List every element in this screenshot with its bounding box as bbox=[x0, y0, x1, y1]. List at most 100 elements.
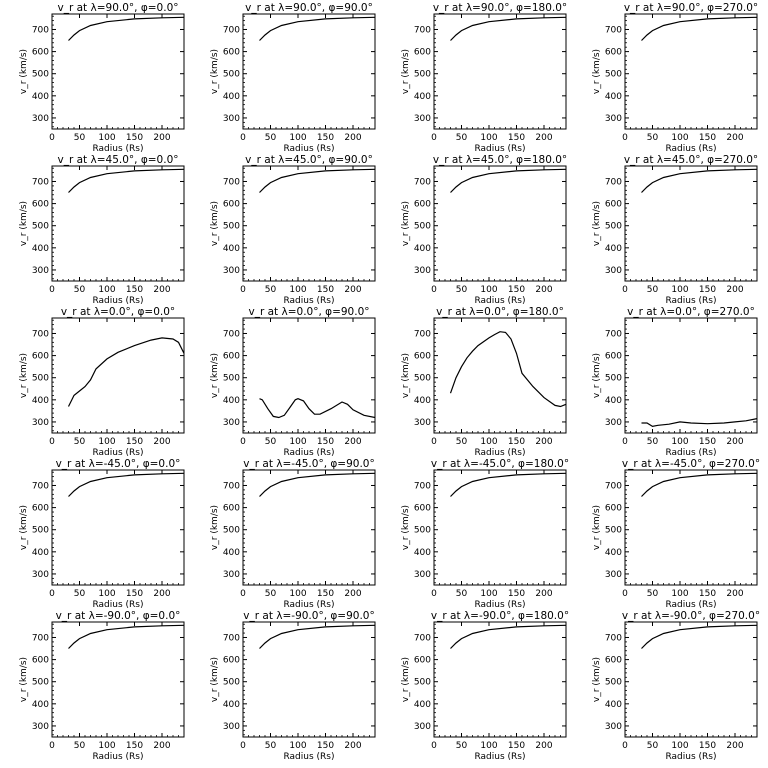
x-tick-label: 50 bbox=[265, 133, 277, 143]
y-tick-label: 600 bbox=[32, 504, 49, 514]
x-tick-label: 100 bbox=[98, 285, 115, 295]
y-axis-label: v_r (km/s) bbox=[401, 49, 411, 94]
x-tick-label: 50 bbox=[265, 437, 277, 447]
series-line bbox=[450, 168, 567, 193]
x-axis-label: Radius (Rs) bbox=[474, 144, 525, 154]
y-axis-label: v_r (km/s) bbox=[592, 49, 602, 94]
y-tick-label: 700 bbox=[414, 329, 431, 339]
subplot-4-1: v_r at λ=-90.0°, φ=90.0° 0 50 100 150 200 300 4… bbox=[210, 610, 376, 762]
y-tick-label: 600 bbox=[414, 656, 431, 666]
y-tick-label: 600 bbox=[223, 352, 240, 362]
subplot-0-1: v_r at λ=90.0°, φ=90.0° 0 50 100 150 200 300 40… bbox=[210, 2, 376, 154]
x-tick-label: 200 bbox=[535, 437, 552, 447]
y-tick-label: 400 bbox=[223, 548, 240, 558]
x-tick-label: 0 bbox=[431, 741, 437, 751]
x-axis-label: Radius (Rs) bbox=[665, 600, 716, 610]
subplot-2-3: v_r at λ=0.0°, φ=270.0° 0 50 100 150 200 300 40… bbox=[592, 306, 758, 458]
subplot-title: v_r at λ=90.0°, φ=180.0° bbox=[433, 2, 567, 14]
series-line bbox=[641, 168, 758, 193]
y-tick-label: 500 bbox=[605, 70, 622, 80]
subplot-title: v_r at λ=90.0°, φ=270.0° bbox=[624, 2, 758, 14]
x-tick-label: 150 bbox=[699, 589, 716, 599]
y-tick-label: 500 bbox=[414, 526, 431, 536]
subplot-title: v_r at λ=-45.0°, φ=180.0° bbox=[431, 458, 569, 470]
x-tick-label: 50 bbox=[647, 285, 659, 295]
y-axis-label: v_r (km/s) bbox=[19, 505, 29, 550]
x-axis-label: Radius (Rs) bbox=[92, 144, 143, 154]
x-tick-label: 50 bbox=[74, 589, 86, 599]
y-axis-label: v_r (km/s) bbox=[401, 505, 411, 550]
x-tick-label: 100 bbox=[98, 741, 115, 751]
y-tick-label: 600 bbox=[605, 48, 622, 58]
subplot-title: v_r at λ=45.0°, φ=0.0° bbox=[58, 154, 179, 166]
subplot-title: v_r at λ=45.0°, φ=180.0° bbox=[433, 154, 567, 166]
y-tick-label: 500 bbox=[605, 374, 622, 384]
plot-frame bbox=[624, 13, 758, 130]
y-axis-label: v_r (km/s) bbox=[210, 505, 220, 550]
x-tick-label: 200 bbox=[153, 741, 170, 751]
x-tick-label: 150 bbox=[317, 437, 334, 447]
y-tick-label: 700 bbox=[32, 329, 49, 339]
y-axis-label: v_r (km/s) bbox=[19, 49, 29, 94]
plot-frame bbox=[433, 165, 567, 282]
x-tick-label: 200 bbox=[153, 589, 170, 599]
series-line bbox=[450, 16, 567, 41]
x-axis-label: Radius (Rs) bbox=[474, 296, 525, 306]
y-axis-label: v_r (km/s) bbox=[401, 353, 411, 398]
y-tick-label: 400 bbox=[605, 700, 622, 710]
y-axis-label: v_r (km/s) bbox=[19, 201, 29, 246]
x-tick-label: 100 bbox=[480, 133, 497, 143]
subplot-title: v_r at λ=-45.0°, φ=0.0° bbox=[56, 458, 181, 470]
x-tick-label: 100 bbox=[289, 741, 306, 751]
y-tick-label: 400 bbox=[605, 92, 622, 102]
x-tick-label: 100 bbox=[289, 589, 306, 599]
subplot-title: v_r at λ=-90.0°, φ=90.0° bbox=[243, 610, 374, 622]
x-tick-label: 200 bbox=[344, 285, 361, 295]
y-tick-label: 300 bbox=[414, 114, 431, 124]
plot-frame bbox=[433, 317, 567, 434]
x-tick-label: 50 bbox=[456, 133, 468, 143]
x-tick-label: 100 bbox=[480, 741, 497, 751]
y-axis-label: v_r (km/s) bbox=[210, 353, 220, 398]
y-tick-label: 700 bbox=[32, 633, 49, 643]
x-tick-label: 0 bbox=[431, 133, 437, 143]
x-tick-label: 200 bbox=[726, 741, 743, 751]
x-tick-label: 200 bbox=[726, 133, 743, 143]
series-line bbox=[259, 624, 376, 649]
plot-frame bbox=[51, 621, 185, 738]
x-tick-label: 200 bbox=[153, 285, 170, 295]
y-tick-label: 500 bbox=[223, 526, 240, 536]
x-tick-label: 200 bbox=[535, 133, 552, 143]
plot-frame bbox=[433, 13, 567, 130]
y-axis-label: v_r (km/s) bbox=[210, 201, 220, 246]
y-tick-label: 500 bbox=[223, 678, 240, 688]
subplot-1-3: v_r at λ=45.0°, φ=270.0° 0 50 100 150 200 300 4… bbox=[592, 154, 758, 306]
x-tick-label: 200 bbox=[726, 589, 743, 599]
subplot-title: v_r at λ=0.0°, φ=270.0° bbox=[627, 306, 755, 318]
x-tick-label: 0 bbox=[622, 741, 628, 751]
x-tick-label: 0 bbox=[49, 741, 55, 751]
plot-frame bbox=[433, 621, 567, 738]
x-tick-label: 50 bbox=[456, 285, 468, 295]
x-axis-label: Radius (Rs) bbox=[283, 448, 334, 458]
y-axis-label: v_r (km/s) bbox=[401, 657, 411, 702]
y-tick-label: 700 bbox=[605, 25, 622, 35]
x-tick-label: 100 bbox=[671, 741, 688, 751]
subplot-title: v_r at λ=-90.0°, φ=0.0° bbox=[56, 610, 181, 622]
y-tick-label: 400 bbox=[414, 92, 431, 102]
y-tick-label: 600 bbox=[32, 48, 49, 58]
y-tick-label: 300 bbox=[32, 114, 49, 124]
y-tick-label: 700 bbox=[605, 633, 622, 643]
series-line bbox=[641, 418, 758, 428]
x-tick-label: 100 bbox=[480, 589, 497, 599]
y-tick-label: 500 bbox=[32, 70, 49, 80]
x-axis-label: Radius (Rs) bbox=[283, 296, 334, 306]
x-axis-label: Radius (Rs) bbox=[283, 600, 334, 610]
plot-frame bbox=[242, 317, 376, 434]
x-tick-label: 200 bbox=[726, 437, 743, 447]
y-tick-label: 700 bbox=[223, 329, 240, 339]
y-tick-label: 600 bbox=[605, 200, 622, 210]
y-axis-label: v_r (km/s) bbox=[19, 657, 29, 702]
y-tick-label: 500 bbox=[223, 70, 240, 80]
